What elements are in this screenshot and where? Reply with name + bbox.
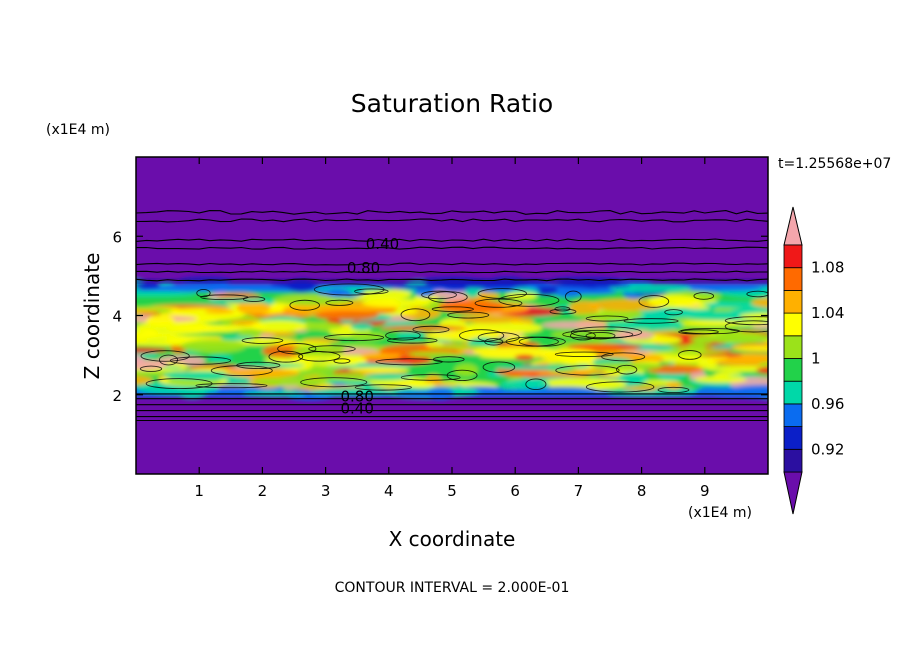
colorbar-max-triangle: [783, 206, 803, 246]
x-axis-ticks: 1 2 3 4 5 6 7 8 9: [194, 157, 710, 500]
y-unit-label: (x1E4 m): [46, 122, 110, 138]
y-tick-label: 4: [112, 308, 122, 326]
colorbar-bin: [783, 312, 803, 337]
x-tick-label: 4: [384, 482, 394, 500]
y-tick-label: 6: [112, 228, 122, 246]
x-tick-label: 3: [321, 482, 331, 500]
x-tick-label: 6: [510, 482, 520, 500]
colorbar-label: 0.96: [811, 395, 844, 413]
colorbar-bin: [783, 289, 803, 314]
x-tick-label: 2: [258, 482, 268, 500]
contour-label: 0.80: [340, 388, 373, 406]
colorbar-label: 0.92: [811, 440, 844, 458]
colorbar-bin: [783, 267, 803, 291]
contour-label: 0.40: [366, 235, 399, 253]
y-axis-title: Z coordinate: [80, 253, 104, 380]
contour-label: 0.80: [347, 259, 380, 277]
colorbar-bin: [783, 380, 803, 405]
colorbar-bin: [783, 358, 803, 382]
colorbar-label: 1.04: [811, 304, 844, 322]
x-tick-label: 9: [700, 482, 710, 500]
x-tick-label: 1: [194, 482, 204, 500]
y-tick-label: 2: [112, 387, 122, 405]
x-tick-label: 7: [574, 482, 584, 500]
chart-title: Saturation Ratio: [351, 89, 553, 118]
x-axis-title: X coordinate: [389, 527, 516, 551]
colorbar-bin: [783, 448, 803, 473]
colorbar-label: 1.08: [811, 259, 844, 277]
x-tick-label: 5: [447, 482, 457, 500]
y-axis-ticks: 2 4 6: [112, 228, 768, 405]
contour-labels: 0.400.800.800.40: [340, 235, 399, 418]
contour-interval-footer: CONTOUR INTERVAL = 2.000E-01: [335, 580, 570, 596]
contour-label: 0.40: [340, 400, 373, 418]
colorbar-bin: [783, 426, 803, 450]
colorbar-bin: [783, 335, 803, 359]
saturation-field: [136, 277, 768, 401]
colorbar-label: 1: [811, 350, 821, 368]
colorbar-min-triangle: [783, 471, 803, 515]
x-tick-label: 8: [637, 482, 647, 500]
colorbar-bin: [783, 244, 803, 269]
colorbar-bin: [783, 403, 803, 427]
colorbar: 0.92 0.96 1 1.04 1.08: [783, 206, 844, 515]
x-unit-label: (x1E4 m): [688, 505, 752, 521]
time-label: t=1.25568e+07: [778, 156, 891, 172]
contour-lines: [136, 210, 768, 422]
